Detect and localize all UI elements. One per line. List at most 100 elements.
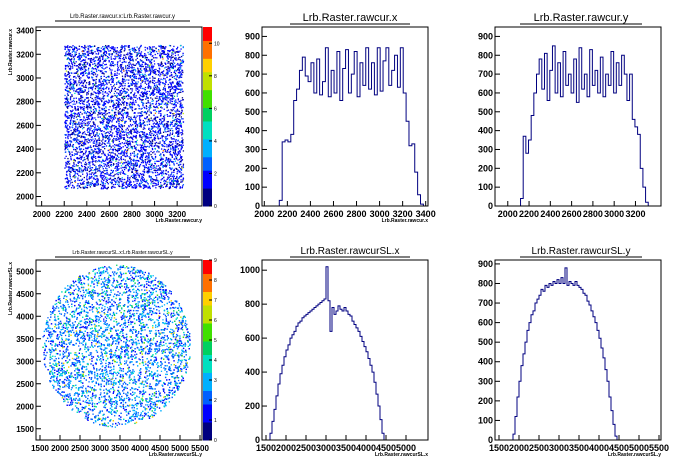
heatmap-cell	[166, 149, 169, 152]
heatmap-cell	[154, 70, 157, 73]
heatmap-cell	[96, 128, 99, 130]
heatmap-cell	[126, 127, 129, 130]
heatmap-cell	[67, 148, 69, 150]
heatmap-cell	[132, 168, 135, 170]
heatmap-cell	[169, 63, 171, 66]
heatmap-cell	[128, 57, 130, 60]
heatmap-cell	[134, 183, 136, 186]
heatmap-cell	[147, 66, 149, 68]
heatmap-cell	[112, 101, 115, 104]
heatmap-cell	[83, 156, 85, 159]
heatmap-cell	[116, 135, 118, 138]
heatmap-cell	[69, 79, 71, 81]
heatmap-cell	[127, 148, 129, 150]
heatmap-cell	[162, 98, 164, 101]
heatmap-cell	[149, 50, 151, 52]
heatmap-cell	[134, 131, 137, 134]
heatmap-cell	[128, 185, 130, 188]
heatmap-cell	[141, 131, 143, 133]
heatmap-cell	[81, 142, 83, 144]
heatmap-cell	[141, 99, 143, 101]
heatmap-cell	[102, 65, 104, 67]
heatmap-cell	[94, 68, 96, 70]
heatmap-cell	[85, 118, 87, 121]
heatmap-cell	[102, 58, 104, 61]
heatmap-cell	[179, 176, 181, 178]
heatmap-cell	[101, 178, 104, 180]
heatmap-cell	[154, 184, 156, 187]
heatmap-cell	[170, 173, 172, 176]
heatmap-cell	[117, 177, 119, 179]
heatmap-cell	[94, 140, 96, 142]
heatmap-cell	[78, 140, 81, 143]
heatmap-cell	[149, 61, 152, 63]
heatmap-cell	[108, 160, 111, 162]
heatmap-cell	[70, 60, 72, 63]
heatmap-cell	[64, 186, 66, 188]
heatmap-cell	[101, 100, 103, 102]
heatmap-cell	[154, 97, 157, 99]
heatmap-cell	[90, 61, 92, 63]
heatmap-cell	[176, 95, 178, 97]
heatmap-cell	[137, 92, 139, 94]
heatmap-cell	[152, 57, 155, 59]
heatmap-cell	[148, 169, 151, 171]
heatmap-cell	[93, 99, 95, 101]
heatmap-cell	[128, 103, 131, 105]
heatmap-cell	[117, 110, 120, 112]
heatmap-cell	[85, 56, 87, 59]
heatmap-cell	[142, 103, 144, 105]
heatmap-cell	[85, 104, 88, 106]
heatmap-cell	[94, 65, 96, 67]
heatmap-cell	[135, 165, 137, 167]
heatmap-cell	[127, 54, 129, 56]
heatmap-cell	[181, 185, 184, 187]
heatmap-cell	[126, 132, 128, 134]
heatmap-cell	[74, 171, 76, 174]
heatmap-cell	[114, 138, 116, 140]
heatmap-cell	[130, 133, 133, 135]
heatmap-cell	[90, 146, 92, 149]
heatmap-cell	[74, 159, 76, 161]
heatmap-cell	[116, 99, 118, 101]
heatmap-cell	[133, 131, 135, 133]
heatmap-cell	[99, 98, 101, 100]
heatmap-cell	[118, 80, 120, 82]
heatmap-cell	[82, 170, 85, 172]
heatmap-cell	[92, 177, 94, 179]
heatmap-cell	[83, 145, 85, 147]
heatmap-cell	[80, 141, 82, 143]
heatmap-cell	[83, 47, 86, 49]
heatmap-cell	[86, 179, 88, 181]
heatmap-cell	[67, 145, 69, 147]
heatmap-cell	[64, 121, 66, 124]
heatmap-cell	[117, 104, 119, 106]
heatmap-cell	[122, 58, 124, 60]
heatmap-cell	[158, 87, 160, 89]
heatmap-cell	[83, 70, 85, 73]
heatmap-cell	[85, 163, 88, 165]
heatmap-cell	[141, 63, 143, 65]
heatmap-cell	[115, 150, 117, 152]
heatmap-cell	[100, 164, 103, 167]
heatmap-cell	[78, 45, 81, 47]
heatmap-cell	[69, 126, 71, 128]
heatmap-cell	[143, 102, 145, 105]
heatmap-cell	[83, 64, 86, 66]
heatmap-cell	[161, 72, 163, 74]
heatmap-cell	[97, 178, 99, 180]
heatmap-cell	[124, 106, 127, 108]
heatmap-cell	[154, 142, 156, 145]
heatmap-cell	[144, 77, 146, 80]
heatmap-cell	[88, 90, 90, 92]
heatmap-cell	[119, 119, 121, 121]
heatmap-cell	[123, 138, 126, 141]
heatmap-cell	[96, 132, 98, 134]
heatmap-cell	[172, 63, 174, 66]
heatmap-cell	[148, 158, 150, 160]
heatmap-cell	[73, 115, 76, 118]
heatmap-cell	[178, 170, 180, 172]
heatmap-cell	[116, 133, 118, 135]
heatmap-cell	[119, 57, 122, 60]
heatmap-cell	[144, 80, 146, 83]
